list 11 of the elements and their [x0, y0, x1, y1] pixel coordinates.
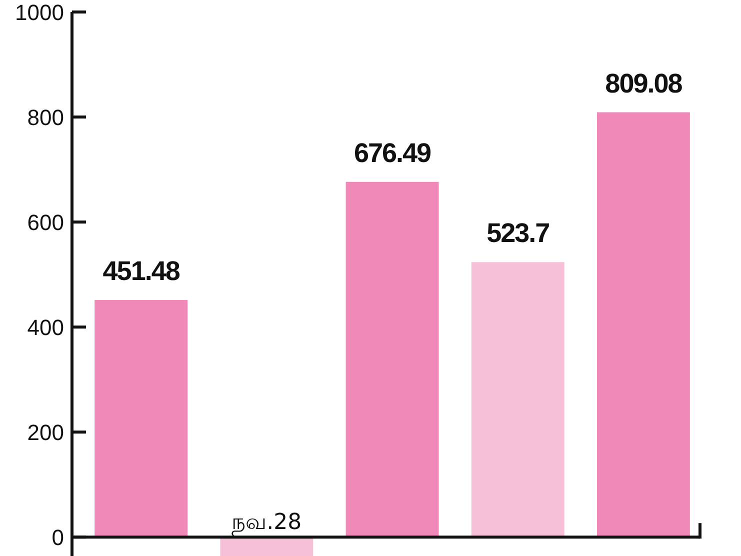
- y-tick-label: 1000: [15, 0, 64, 25]
- y-tick-label: 800: [27, 105, 64, 130]
- y-tick-label: 400: [27, 315, 64, 340]
- y-tick-label: 200: [27, 420, 64, 446]
- data-label: 523.7: [486, 218, 550, 248]
- data-label: 451.48: [102, 256, 180, 286]
- y-tick-label: 0: [52, 525, 64, 550]
- data-label: 676.49: [354, 138, 432, 168]
- y-tick-label: 600: [27, 210, 64, 236]
- data-label: 809.08: [605, 68, 683, 98]
- x-tick-label: நவ.28: [232, 510, 302, 536]
